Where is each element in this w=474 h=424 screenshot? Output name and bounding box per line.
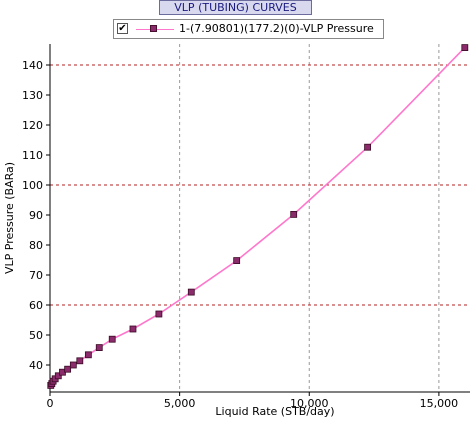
data-point-marker[interactable] <box>155 310 163 318</box>
legend: ✔ 1-(7.90801)(177.2)(0)-VLP Pressure <box>113 19 384 39</box>
y-tick-label: 60 <box>29 299 43 312</box>
data-point-marker[interactable] <box>64 365 72 373</box>
chart-title: VLP (TUBING) CURVES <box>159 0 312 15</box>
y-tick-label: 120 <box>22 119 43 132</box>
data-point-marker[interactable] <box>54 372 62 380</box>
legend-entry-label: 1-(7.90801)(177.2)(0)-VLP Pressure <box>179 22 374 35</box>
data-point-marker[interactable] <box>187 288 195 296</box>
y-tick-label: 140 <box>22 59 43 72</box>
y-tick-label: 90 <box>29 209 43 222</box>
y-tick-label: 40 <box>29 359 43 372</box>
y-tick-label: 110 <box>22 149 43 162</box>
x-tick-label: 15,000 <box>420 397 459 410</box>
legend-checkbox[interactable]: ✔ <box>117 23 128 34</box>
y-tick-label: 130 <box>22 89 43 102</box>
data-point-marker[interactable] <box>76 357 84 365</box>
x-tick-label: 0 <box>47 397 54 410</box>
y-axis-label: VLP Pressure (BARa) <box>3 162 16 274</box>
data-point-marker[interactable] <box>108 335 116 343</box>
y-tick-label: 70 <box>29 269 43 282</box>
data-point-marker[interactable] <box>290 210 298 218</box>
data-point-marker[interactable] <box>95 344 103 352</box>
data-point-marker[interactable] <box>69 361 77 369</box>
data-point-marker[interactable] <box>129 325 137 333</box>
x-tick-label: 10,000 <box>290 397 329 410</box>
legend-marker-swatch <box>150 25 157 32</box>
data-point-marker[interactable] <box>233 257 241 265</box>
y-tick-label: 80 <box>29 239 43 252</box>
y-tick-label: 50 <box>29 329 43 342</box>
data-point-marker[interactable] <box>461 44 469 51</box>
x-tick-label: 5,000 <box>164 397 196 410</box>
y-tick-label: 100 <box>22 179 43 192</box>
data-point-marker[interactable] <box>364 143 371 151</box>
series-line <box>50 47 466 386</box>
data-point-marker[interactable] <box>84 351 92 359</box>
x-axis-label: Liquid Rate (STB/day) <box>215 405 334 418</box>
